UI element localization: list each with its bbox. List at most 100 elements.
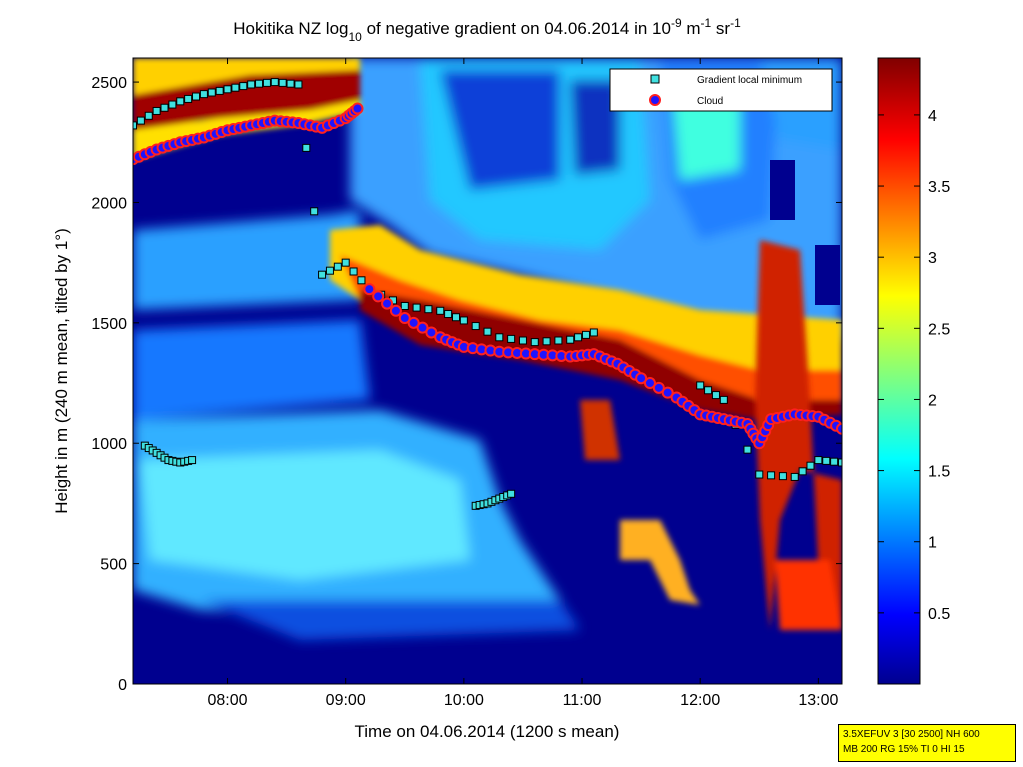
colorbar-tick-label: 3	[928, 250, 937, 267]
x-axis-label: Time on 04.06.2014 (1200 s mean)	[355, 722, 620, 741]
gradient-minimum-marker	[302, 143, 311, 152]
gradient-minimum-marker	[483, 327, 492, 336]
gradient-minimum-marker	[822, 456, 831, 465]
gradient-minimum-marker	[424, 305, 433, 314]
gradient-minimum-marker	[814, 456, 823, 465]
cloud-marker	[372, 290, 385, 303]
y-axis-ticks: 0 500 1000 1500 2000 2500	[91, 75, 842, 694]
x-tick-label: 10:00	[444, 692, 484, 709]
cloud-marker	[652, 381, 665, 394]
gradient-minimum-marker	[255, 79, 264, 88]
info-line-2: MB 200 RG 15% TI 0 HI 15	[843, 744, 965, 755]
gradient-minimum-marker	[507, 334, 516, 343]
gradient-minimum-marker	[554, 336, 563, 345]
colorbar-tick-label: 0.5	[928, 606, 950, 623]
x-tick-label: 09:00	[326, 692, 366, 709]
colorbar: 0.5 1 1.5 2 2.5 3 3.5 4	[877, 57, 950, 685]
gradient-minimum-marker	[278, 78, 287, 87]
gradient-minimum-marker	[755, 470, 764, 479]
colorbar-tick-label: 2	[928, 392, 937, 409]
plot-frame	[132, 57, 843, 685]
gradient-minimum-marker	[341, 258, 350, 267]
gradient-minimum-marker	[192, 92, 201, 101]
gradient-minimum-marker	[704, 386, 713, 395]
gradient-minimum-marker	[168, 100, 177, 109]
colorbar-ticks: 0.5 1 1.5 2 2.5 3 3.5 4	[878, 108, 950, 623]
gradient-minimum-marker	[790, 472, 799, 481]
x-tick-label: 12:00	[680, 692, 720, 709]
legend-circle-marker	[649, 94, 661, 106]
cloud-series	[133, 102, 842, 450]
gradient-minimum-marker	[247, 80, 256, 89]
cloud-marker	[351, 102, 364, 115]
gradient-minimum-marker	[207, 88, 216, 97]
gradient-minimum-marker	[495, 333, 504, 342]
cloud-marker	[635, 372, 648, 385]
x-tick-label: 08:00	[208, 692, 248, 709]
gradient-minimum-marker	[451, 313, 460, 322]
gradient-minimum-marker	[184, 94, 193, 103]
colorbar-tick-label: 1	[928, 535, 937, 552]
gradient-minimum-marker	[152, 106, 161, 115]
gradient-minimum-marker	[270, 78, 279, 87]
gradient-minimum-marker	[412, 303, 421, 312]
cloud-marker	[643, 377, 656, 390]
gradient-minimum-marker	[767, 471, 776, 480]
gradient-minimum-marker	[223, 85, 232, 94]
cloud-marker	[381, 297, 394, 310]
info-line-1: 3.5XEFUV 3 [30 2500] NH 600	[843, 729, 980, 740]
gradient-minimum-marker	[133, 121, 137, 130]
gradient-minimum-marker	[310, 207, 319, 216]
y-tick-label: 500	[100, 557, 127, 574]
gradient-minimum-marker	[239, 82, 248, 91]
cloud-marker	[836, 422, 842, 435]
colorbar-tick-label: 1.5	[928, 464, 950, 481]
y-tick-label: 1000	[91, 436, 127, 453]
gradient-minimum-marker	[838, 458, 842, 467]
colorbar-tick-label: 4	[928, 108, 937, 125]
gradient-minimum-marker	[530, 338, 539, 347]
gradient-minimum-marker	[719, 395, 728, 404]
gradient-minimum-marker	[160, 103, 169, 112]
gradient-minimum-marker	[830, 457, 839, 466]
gradient-minimum-marker	[176, 97, 185, 106]
legend-item-gradient: Gradient local minimum	[697, 75, 802, 86]
cloud-marker	[363, 283, 376, 296]
legend: Gradient local minimum Cloud	[609, 68, 833, 112]
gradient-minimum-marker	[436, 306, 445, 315]
gradient-minimum-marker	[215, 86, 224, 95]
gradient-minimum-marker	[581, 330, 590, 339]
gradient-minimum-marker	[136, 116, 145, 125]
gradient-minimum-marker	[471, 322, 480, 331]
gradient-minimum-marker	[357, 276, 366, 285]
chart-title: Hokitika NZ log10 of negative gradient o…	[233, 16, 741, 44]
gradient-minimum-marker	[566, 335, 575, 344]
gradient-minimum-marker	[318, 270, 327, 279]
gradient-minimum-marker	[444, 310, 453, 319]
gradient-minimum-marker	[144, 111, 153, 120]
colorbar-tick-label: 3.5	[928, 179, 950, 196]
gradient-minimum-marker	[518, 336, 527, 345]
gradient-minimum-marker	[231, 83, 240, 92]
gradient-minimum-marker	[349, 267, 358, 276]
gradient-minimum-marker	[696, 381, 705, 390]
y-tick-label: 2500	[91, 75, 127, 92]
gradient-minimum-marker	[806, 461, 815, 470]
y-tick-label: 0	[118, 677, 127, 694]
y-tick-label: 2000	[91, 195, 127, 212]
gradient-minimum-series	[133, 78, 842, 510]
gradient-minimum-marker	[711, 391, 720, 400]
gradient-minimum-marker	[459, 316, 468, 325]
gradient-minimum-marker	[574, 333, 583, 342]
colorbar-tick-label: 2.5	[928, 321, 950, 338]
gradient-minimum-marker	[798, 467, 807, 476]
cloud-marker	[389, 304, 402, 317]
gradient-minimum-marker	[262, 78, 271, 87]
gradient-minimum-marker	[325, 266, 334, 275]
y-tick-label: 1500	[91, 316, 127, 333]
cloud-marker	[407, 316, 420, 329]
gradient-minimum-marker	[188, 456, 197, 465]
x-tick-label: 11:00	[563, 692, 602, 709]
x-tick-label: 13:00	[798, 692, 838, 709]
